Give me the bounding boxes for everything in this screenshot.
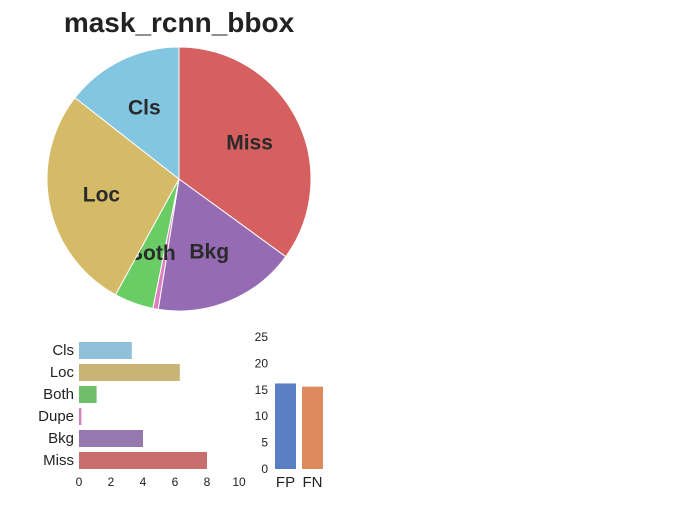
y-tick-label: 20 <box>255 356 269 370</box>
y-tick-label: 10 <box>255 409 269 423</box>
y-tick-label: 0 <box>261 462 268 476</box>
bar-loc <box>79 364 180 381</box>
x-tick-label: 10 <box>232 475 246 489</box>
bar-both <box>79 386 97 403</box>
bar-cls <box>79 342 132 359</box>
category-label-fp: FP <box>276 474 295 491</box>
category-label-cls: Cls <box>52 342 74 359</box>
y-tick-label: 5 <box>261 436 268 450</box>
pie-label-miss: Miss <box>226 132 273 155</box>
bar-fn <box>302 386 323 469</box>
pie-label-loc: Loc <box>83 183 121 206</box>
x-tick-label: 0 <box>76 475 83 489</box>
category-label-miss: Miss <box>43 452 74 469</box>
chart-title: mask_rcnn_bbox <box>64 7 295 38</box>
category-label-both: Both <box>43 386 74 403</box>
pie-label-cls: Cls <box>128 96 161 119</box>
x-tick-label: 2 <box>108 475 115 489</box>
pie-slice-loc <box>46 97 180 296</box>
pie-slice-miss <box>178 46 312 258</box>
fp-fn-bar-chart: 0 5 10 15 20 25 FP FN <box>255 330 323 491</box>
pie-slice-bkg <box>157 178 287 312</box>
x-tick-label: 6 <box>172 475 179 489</box>
bar-bkg <box>79 430 143 447</box>
category-label-dupe: Dupe <box>38 408 74 425</box>
y-tick-label: 25 <box>255 330 269 344</box>
bar-fp <box>275 383 296 469</box>
category-label-fn: FN <box>303 474 323 491</box>
category-label-loc: Loc <box>50 364 75 381</box>
bar-dupe <box>79 408 82 425</box>
y-tick-label: 15 <box>255 383 269 397</box>
x-tick-label: 8 <box>204 475 211 489</box>
bar-miss <box>79 452 207 469</box>
category-label-bkg: Bkg <box>48 430 74 447</box>
x-tick-label: 4 <box>140 475 147 489</box>
pie-slice-cls <box>74 46 180 181</box>
pie-label-bkg: Bkg <box>189 241 229 264</box>
